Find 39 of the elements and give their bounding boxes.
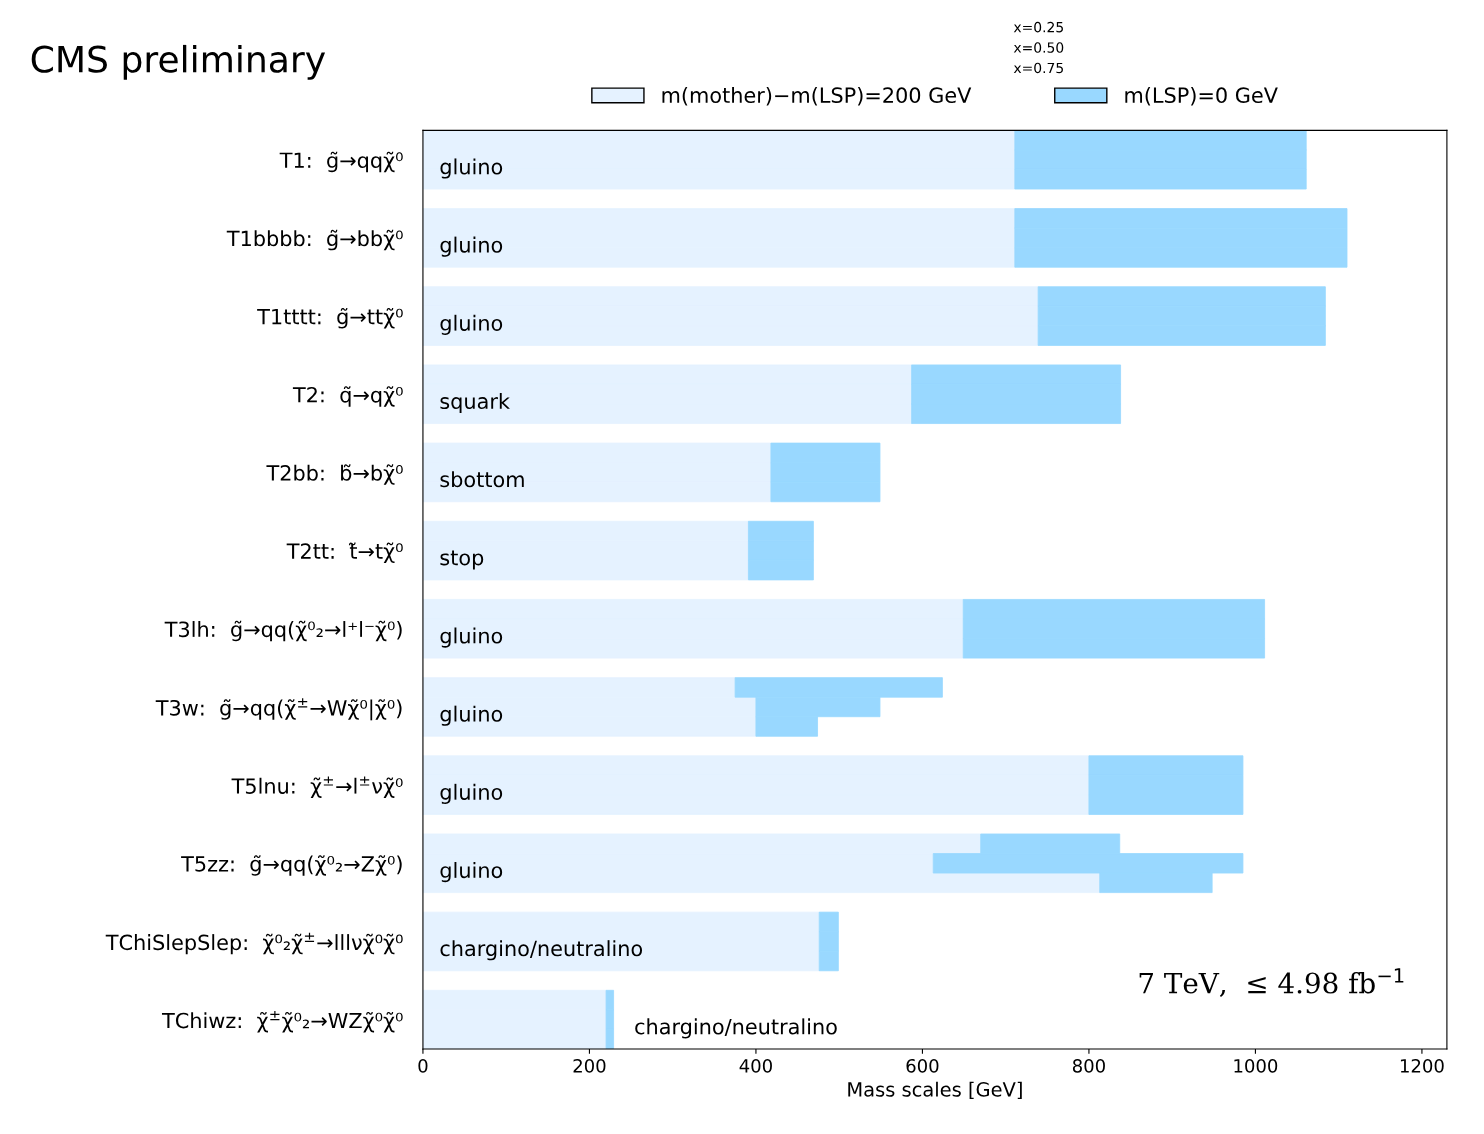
x-tick-label: 1200 xyxy=(1400,1058,1444,1073)
x-tick-label: 800 xyxy=(1072,1058,1105,1073)
y-tick-label: T2: q̃→qχ̃⁰ xyxy=(292,386,403,407)
annotation: gluino xyxy=(440,862,503,883)
annotation: squark xyxy=(440,392,510,414)
y-tick-label: T2tt: t̃→tχ̃⁰ xyxy=(286,542,403,564)
text: x=0.25 xyxy=(1013,21,1063,33)
x-tick-label: 400 xyxy=(739,1058,772,1073)
annotation: chargino/neutralino xyxy=(635,1018,837,1039)
y-tick-label: T1bbbb: g̃→bbχ̃⁰ xyxy=(226,229,403,251)
legend-label: m(mother)−m(LSP)=200 GeV xyxy=(662,86,972,106)
y-tick-label: T2bb: b̃→bχ̃⁰ xyxy=(266,464,403,485)
annotation: gluino xyxy=(440,158,503,179)
y-tick-label: T3lh: g̃→qq(χ̃⁰₂→l⁺l⁻χ̃⁰) xyxy=(164,620,402,642)
annotation: 7 TeV, ≤ 4.98 fb$^{−1}$ xyxy=(1139,968,1404,997)
chart-title: CMS preliminary xyxy=(31,44,326,80)
annotation: sbottom xyxy=(440,471,524,488)
annotation: gluino xyxy=(440,627,503,648)
annotation: stop xyxy=(440,550,484,570)
y-tick-label: T5lnu: χ̃$^{±}$→l$^{±}$νχ̃⁰ xyxy=(231,776,403,798)
x-tick-label: 1000 xyxy=(1234,1058,1278,1073)
y-tick-label: TChiwz: χ̃$^{±}$χ̃⁰₂→WZχ̃⁰χ̃⁰ xyxy=(161,1010,403,1033)
text: x=0.50 xyxy=(1013,42,1064,53)
x-tick-label: 0 xyxy=(418,1058,428,1073)
x-axis-title: Mass scales [GeV] xyxy=(848,1081,1022,1100)
y-tick-label: T1tttt: g̃→ttχ̃⁰ xyxy=(257,307,403,329)
annotation: gluino xyxy=(440,236,503,257)
legend-label: m(LSP)=0 GeV xyxy=(1125,86,1278,106)
annotation: gluino xyxy=(440,783,503,804)
y-tick-label: T3w: g̃→qq(χ̃$^{±}$→Wχ̃⁰|χ̃⁰) xyxy=(155,698,402,721)
text: x=0.75 xyxy=(1013,62,1063,74)
annotation: gluino xyxy=(440,314,503,335)
x-tick-label: 200 xyxy=(573,1058,606,1073)
y-tick-label: TChiSlepSlep: χ̃⁰₂χ̃$^{±}$→lllνχ̃⁰χ̃⁰ xyxy=(105,932,403,955)
x-tick-label: 600 xyxy=(906,1058,939,1073)
y-tick-label: T1: g̃→qqχ̃⁰ xyxy=(279,151,403,173)
annotation: gluino xyxy=(440,705,503,726)
annotation: chargino/neutralino xyxy=(440,940,643,961)
y-tick-label: T5zz: g̃→qq(χ̃⁰₂→Zχ̃⁰) xyxy=(181,855,402,876)
